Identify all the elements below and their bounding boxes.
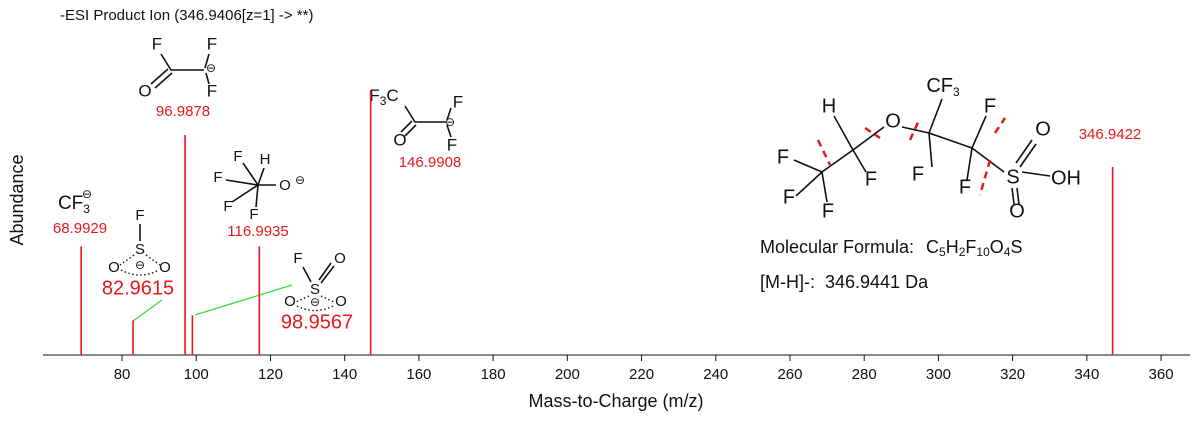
structure: F3C O F ⊖ F	[369, 86, 463, 154]
atom: F	[777, 146, 789, 168]
atom: F	[447, 135, 457, 154]
atom: F	[783, 186, 795, 208]
subscript: 4	[1004, 245, 1011, 259]
atom: F	[233, 148, 242, 165]
atom: F	[249, 206, 258, 223]
atom: O	[885, 110, 901, 132]
atom: F	[293, 250, 302, 267]
atom: OH	[1051, 167, 1081, 189]
element: C	[926, 237, 939, 257]
x-tick-label: 120	[258, 366, 283, 383]
atom-group: F3C	[369, 86, 398, 108]
atom: F	[984, 95, 996, 117]
x-tick-label: 220	[629, 366, 654, 383]
atom: F	[223, 198, 232, 215]
atom: F	[369, 86, 379, 105]
peak-label: 96.9878	[156, 103, 210, 120]
subscript: 5	[939, 245, 946, 259]
x-tick-label: 340	[1074, 366, 1099, 383]
element: H	[946, 237, 959, 257]
atom: F	[822, 200, 834, 222]
atom: O	[138, 81, 151, 100]
peak-label: 116.9935	[227, 223, 288, 240]
subscript: 2	[959, 245, 966, 259]
atom: O	[159, 259, 171, 276]
atom: F	[207, 34, 217, 53]
atom: O	[108, 259, 120, 276]
precursor: [M-H]-: 346.9441 Da	[760, 272, 929, 292]
y-axis-label: Abundance	[7, 154, 27, 245]
subscript: 3	[83, 202, 90, 216]
formula-label: Molecular Formula:	[760, 237, 914, 257]
atom: O	[1035, 118, 1051, 140]
atom: S	[310, 281, 320, 298]
atom: S	[1006, 166, 1019, 188]
element: O	[990, 237, 1004, 257]
structure: CF3⊖	[58, 187, 92, 216]
x-tick-label: 280	[852, 366, 877, 383]
subscript: 10	[976, 245, 990, 259]
structure: F S O ⊖ O	[108, 207, 171, 276]
x-tick-label: 200	[555, 366, 580, 383]
x-tick-label: 240	[703, 366, 728, 383]
x-tick-label: 160	[406, 366, 431, 383]
atom: O	[279, 177, 291, 194]
atom-group: CF3	[926, 75, 960, 99]
atom: F	[207, 81, 217, 100]
atom: F	[865, 168, 877, 190]
chart-title: -ESI Product Ion (346.9406[z=1] -> **)	[60, 7, 313, 24]
atom: F	[152, 34, 162, 53]
charge: ⊖	[206, 61, 216, 75]
atom: H	[822, 95, 836, 117]
charge: ⊖	[295, 173, 305, 187]
atom: CF	[926, 75, 953, 97]
x-tick-label: 100	[184, 366, 209, 383]
x-axis-label: Mass-to-Charge (m/z)	[528, 391, 703, 411]
atom-group: CF3⊖	[58, 187, 92, 216]
peak-label: 346.9422	[1079, 126, 1142, 143]
structure: F F ⊖ O F	[138, 34, 217, 100]
structure: F H F O ⊖ F F	[213, 148, 305, 223]
atom: F	[213, 169, 222, 186]
x-tick-label: 180	[481, 366, 506, 383]
atom: H	[260, 151, 271, 168]
atom: F	[453, 92, 463, 111]
peak-label: 98.9567	[281, 311, 353, 333]
x-tick-label: 80	[114, 366, 131, 383]
subscript: 3	[953, 85, 960, 99]
atom: O	[1009, 200, 1025, 222]
x-tick-label: 300	[926, 366, 951, 383]
charge: ⊖	[82, 187, 92, 201]
atom: O	[334, 250, 346, 267]
peak-label: 82.9615	[102, 277, 174, 299]
x-tick-label: 260	[777, 366, 802, 383]
formula: Molecular Formula: C5H2F10O4S	[760, 237, 1023, 259]
atom: O	[393, 130, 406, 149]
atom: C	[386, 86, 398, 105]
subscript: 3	[380, 94, 387, 108]
x-tick-label: 360	[1149, 366, 1174, 383]
peak-label: 146.9908	[399, 154, 462, 171]
charge: ⊖	[135, 258, 145, 272]
atom: F	[959, 176, 971, 198]
charge: ⊖	[310, 295, 320, 309]
atom: O	[335, 293, 347, 310]
atom: O	[284, 293, 296, 310]
structure: F S O O ⊖ O	[284, 250, 347, 312]
element: S	[1010, 237, 1022, 257]
peak-label: 68.9929	[53, 220, 107, 237]
element: F	[965, 237, 976, 257]
atom: F	[135, 207, 144, 224]
connector	[132, 284, 293, 322]
structure: H O CF3 F O F F F F S OH F F O	[777, 75, 1081, 222]
atom: S	[135, 241, 145, 258]
charge: ⊖	[445, 115, 455, 129]
atom: CF	[58, 193, 83, 214]
x-tick-label: 320	[1000, 366, 1025, 383]
x-tick-label: 140	[332, 366, 357, 383]
atom: F	[912, 163, 924, 185]
